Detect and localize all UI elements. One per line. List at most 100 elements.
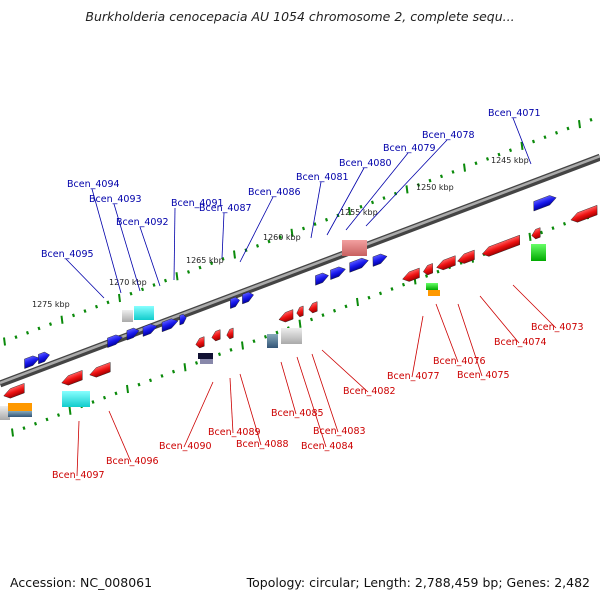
forward-gene [161,318,179,333]
scale-tick [102,395,107,400]
backbone-highlight [0,155,600,385]
scale-tick [71,313,76,318]
forward-gene [38,351,50,365]
label-leader [296,356,327,448]
scale-tick [463,163,466,172]
gene-label-leaders [65,117,557,477]
misc-feature [428,290,440,296]
label-leader [221,212,225,259]
scale-tick [298,319,302,328]
scale-tick [356,297,359,307]
pseudo-feature [0,406,10,420]
forward-gene [24,355,40,369]
forward-gene [349,257,369,273]
scale-tick [91,400,95,404]
reverse-gene [61,370,83,386]
misc-feature [8,411,32,417]
forward-gene-label: Bcen_4079 [383,143,436,154]
reverse-gene-label: Bcen_4085 [271,408,324,419]
reverse-gene-label: Bcen_4082 [343,386,396,397]
reverse-gene-label: Bcen_4097 [52,470,105,481]
reverse-gene [211,329,221,342]
scale-tick [359,204,363,209]
kbp-label: 1260 kbp [263,233,301,242]
scale-tick [68,406,72,415]
scale-tick [14,335,18,339]
pseudo-feature [122,310,133,322]
scale-tick [126,384,129,394]
reverse-gene [481,234,520,257]
scale-tick [37,326,41,331]
scale-tick [405,185,409,194]
kbp-label: 1275 kbp [32,300,70,309]
label-leader [108,410,132,463]
forward-gene [330,266,346,280]
scale-tick [378,291,383,296]
forward-gene-label: Bcen_4086 [248,187,301,198]
scale-tick [255,244,260,248]
label-leader [512,117,532,165]
label-leader [229,377,234,434]
scale-tick [252,339,256,344]
scale-tick [83,309,87,313]
forward-gene-label: Bcen_4080 [339,158,392,169]
scale-tick [60,315,64,324]
reverse-gene-label: Bcen_4076 [433,356,486,367]
reverse-gene-label: Bcen_4089 [208,427,261,438]
scale-tick [332,308,337,313]
scale-tick [551,226,555,231]
reverse-gene [226,327,234,340]
rna-feature [134,306,154,320]
reverse-gene-label: Bcen_4096 [106,456,159,467]
scale-tick [367,295,371,300]
reverse-gene [89,362,111,378]
scale-tick [290,228,294,237]
label-leader [239,196,274,263]
scale-tick [497,152,501,157]
scale-tick [275,330,279,335]
scale-tick [241,341,244,350]
forward-gene-label: Bcen_4092 [116,217,169,228]
forward-gene [142,323,158,337]
kbp-label: 1250 kbp [416,183,454,192]
scale-tick [485,157,490,161]
reverse-gene [457,249,475,264]
scale-tick [451,170,455,174]
kbp-scale-labels: 1245 kbp 1250 kbp 1255 kbp 1260 kbp 1265 kbp… [32,156,529,309]
forward-gene [242,291,254,305]
rna-feature [62,391,90,407]
scale-tick [301,226,306,231]
reverse-gene [423,263,433,276]
label-leader [239,373,262,446]
scale-tick [589,117,593,122]
scale-tick [390,287,394,291]
forward-gene-label: Bcen_4091 [171,198,224,209]
scale-tick [137,382,141,387]
label-leader [173,207,176,281]
label-leader [435,303,459,363]
scale-tick [263,334,268,339]
forward-gene [107,334,123,348]
scale-tick [11,428,14,437]
reverse-gene-label: Bcen_4088 [236,439,289,450]
reverse-gene [531,227,541,240]
pseudo-feature [281,328,302,344]
scale-tick [94,304,99,309]
scale-tick [217,352,222,357]
forward-gene-label: Bcen_4078 [422,130,475,141]
label-leader [345,152,409,231]
scale-tick [183,363,187,372]
label-leader [365,139,448,227]
scale-tick [56,413,61,417]
scale-tick [148,378,153,383]
reverse-gene-label: Bcen_4073 [531,322,584,333]
kbp-label: 1265 kbp [186,256,224,265]
label-leader [457,303,483,377]
topology-text: Topology: circular; Length: 2,788,459 bp… [246,575,590,590]
scale-tick [554,130,559,135]
scale-tick [198,265,202,270]
reverse-gene [570,204,598,223]
scale-tick [382,196,386,200]
reverse-gene [296,305,304,318]
